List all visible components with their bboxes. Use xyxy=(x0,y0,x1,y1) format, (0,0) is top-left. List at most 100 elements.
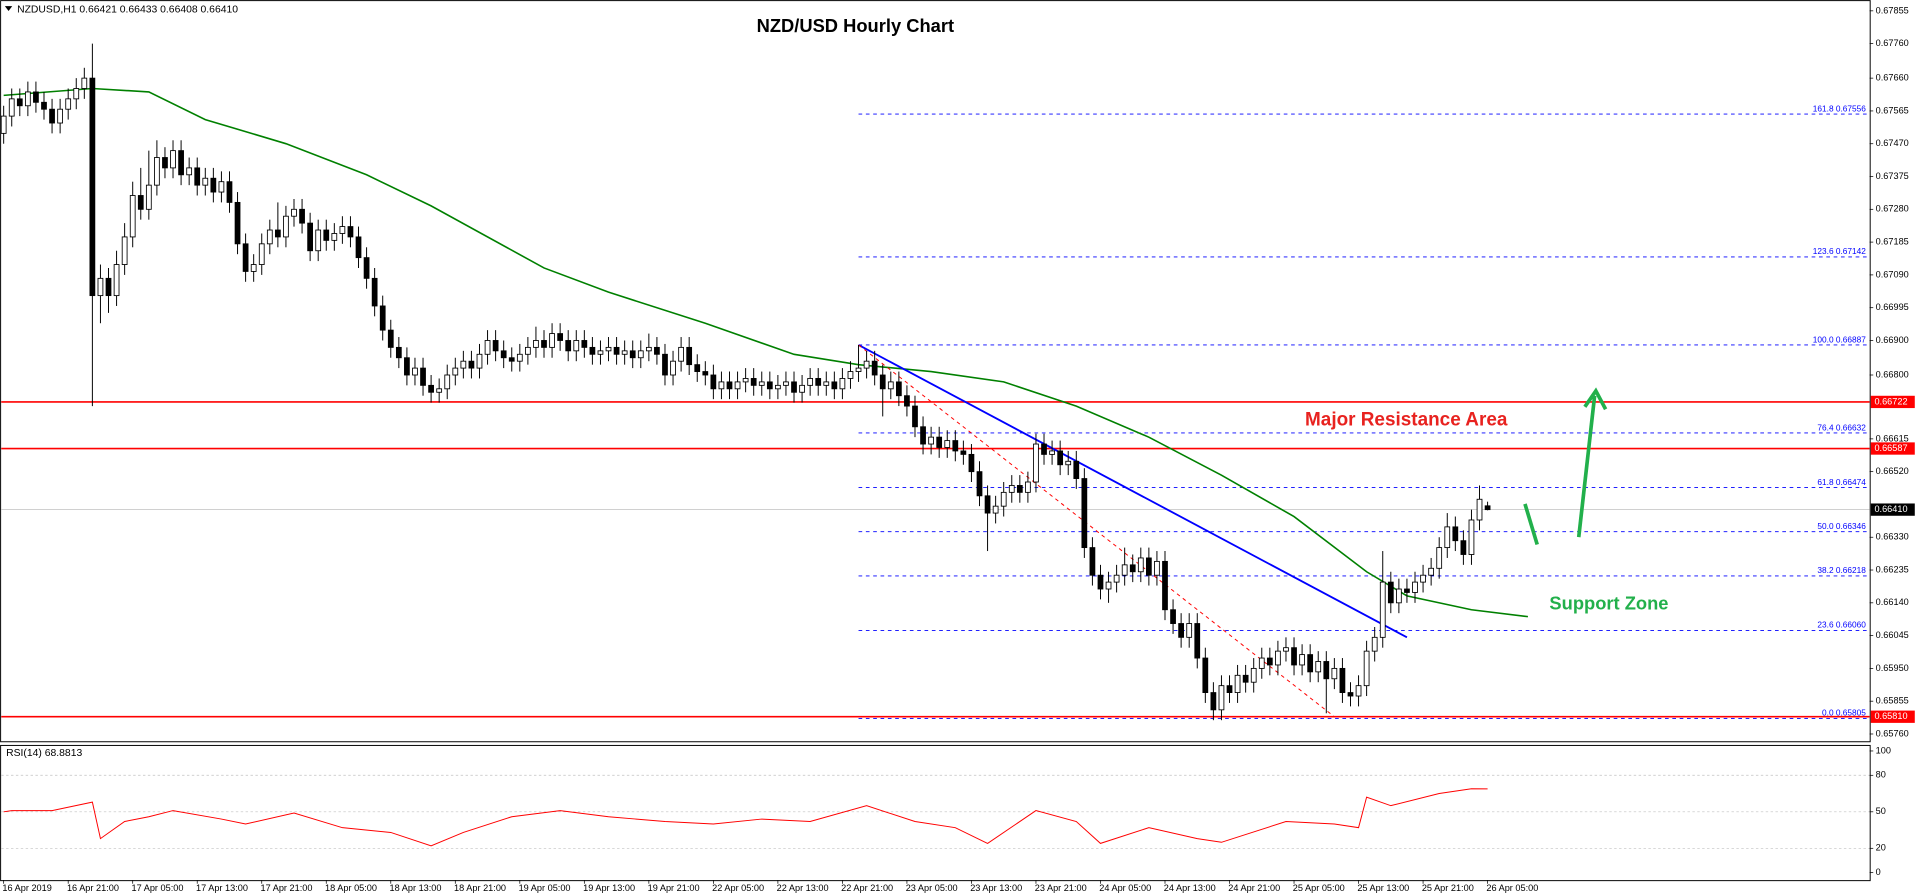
candle-body xyxy=(670,360,676,376)
candle-body xyxy=(395,346,402,359)
candle-body xyxy=(1339,667,1346,693)
x-tick-label: 19 Apr 21:00 xyxy=(648,883,700,893)
level-tag xyxy=(1870,395,1915,409)
candle-body xyxy=(904,395,910,407)
y-tick-label: 0.67470 xyxy=(1876,138,1909,148)
candle-body xyxy=(1283,647,1289,652)
fib-label: 0.0 0.65805 xyxy=(1822,708,1866,718)
candle-body xyxy=(549,333,555,348)
candle-body xyxy=(1460,540,1467,555)
candle-body xyxy=(944,440,951,448)
x-tick-label: 18 Apr 13:00 xyxy=(390,883,442,893)
fib-label: 123.6 0.67142 xyxy=(1813,246,1866,256)
candle-body xyxy=(1428,567,1435,576)
candle-body xyxy=(371,277,378,307)
candle-body xyxy=(662,353,668,376)
candle-body xyxy=(516,353,523,362)
plot-layer: 0.67855 0.67760 0.67660 0.67565 0.67470 0.673… xyxy=(0,5,1915,893)
fib-label: 76.4 0.66632 xyxy=(1817,422,1866,432)
candle-body xyxy=(299,208,305,224)
candle-body xyxy=(73,88,80,100)
candle-body xyxy=(420,367,426,386)
trendline xyxy=(858,344,1408,639)
last-price-label: 0.66410 xyxy=(1874,504,1907,514)
candle-body xyxy=(742,378,749,383)
candle-body xyxy=(57,108,63,124)
candle-body xyxy=(1371,636,1378,652)
candle-body xyxy=(242,243,249,272)
candle-body xyxy=(1154,560,1160,576)
y-tick-label: 0.66520 xyxy=(1876,466,1909,476)
x-tick-label: 16 Apr 2019 xyxy=(2,883,51,893)
candle-body xyxy=(887,381,894,390)
level-tag xyxy=(1870,442,1915,455)
y-tick-label: 0.66330 xyxy=(1876,532,1909,542)
candle-body xyxy=(436,388,443,393)
candle-body xyxy=(533,340,539,348)
candle-body xyxy=(1089,547,1096,576)
x-tick-label: 18 Apr 05:00 xyxy=(325,883,377,893)
candle-body xyxy=(137,195,144,210)
candle-body xyxy=(412,367,418,376)
candle-body xyxy=(1355,685,1362,697)
candle-body xyxy=(1476,498,1483,521)
green-arrow-head xyxy=(1583,387,1608,411)
candle-body xyxy=(1000,491,1007,507)
candle-body xyxy=(1307,654,1314,673)
x-tick-label: 23 Apr 05:00 xyxy=(906,883,958,893)
y-tick-label: 0.66615 xyxy=(1876,433,1909,443)
rsi-y-tick-label: 20 xyxy=(1876,843,1886,853)
candle-body xyxy=(976,471,983,497)
candle-body xyxy=(597,350,604,355)
x-tick-label: 22 Apr 21:00 xyxy=(841,883,893,893)
candle-body xyxy=(89,77,96,297)
candle-body xyxy=(1412,581,1418,593)
candle-body xyxy=(154,157,160,186)
candle-body xyxy=(81,77,88,89)
candle-body xyxy=(912,405,918,428)
candle-body xyxy=(710,374,717,390)
candle-body xyxy=(97,277,104,297)
rsi-y-tick-label: 0 xyxy=(1876,867,1881,877)
candle-body xyxy=(1226,685,1233,693)
candle-body xyxy=(750,378,757,386)
x-tick-label: 17 Apr 05:00 xyxy=(131,883,183,893)
candle-body xyxy=(170,150,176,169)
candle-body xyxy=(1404,588,1410,593)
candle-body xyxy=(1113,574,1120,583)
candle-body xyxy=(1444,526,1451,549)
candle-body xyxy=(468,360,475,369)
y-tick-label: 0.67855 xyxy=(1876,5,1909,15)
fib-label: 61.8 0.66474 xyxy=(1817,477,1866,487)
candle-body xyxy=(1033,443,1039,483)
candle-body xyxy=(145,184,152,210)
x-tick-label: 19 Apr 13:00 xyxy=(583,883,635,893)
rsi-title: RSI(14) 68.8813 xyxy=(6,748,82,759)
candle-body xyxy=(879,374,886,390)
candle-body xyxy=(363,257,370,279)
candle-body xyxy=(573,340,580,352)
candle-body xyxy=(589,346,596,355)
candle-body xyxy=(1323,661,1330,680)
candle-body xyxy=(775,384,781,390)
level-tag-label: 0.66722 xyxy=(1874,396,1907,406)
y-tick-label: 0.67280 xyxy=(1876,204,1909,214)
candle-body xyxy=(1266,657,1273,666)
candle-body xyxy=(1194,623,1201,659)
candle-body xyxy=(404,357,410,376)
candle-body xyxy=(654,346,660,355)
candle-body xyxy=(1162,560,1168,611)
candle-body xyxy=(613,346,620,355)
candle-body xyxy=(1145,557,1152,576)
candle-body xyxy=(121,236,128,265)
candle-body xyxy=(24,91,31,107)
candle-body xyxy=(1137,557,1144,573)
x-tick-label: 24 Apr 21:00 xyxy=(1228,883,1280,893)
candle-body xyxy=(65,98,72,110)
x-tick-label: 17 Apr 13:00 xyxy=(196,883,248,893)
candle-body xyxy=(162,157,168,169)
candle-body xyxy=(783,381,789,386)
y-tick-label: 0.67090 xyxy=(1876,269,1909,279)
candle-body xyxy=(637,350,644,359)
